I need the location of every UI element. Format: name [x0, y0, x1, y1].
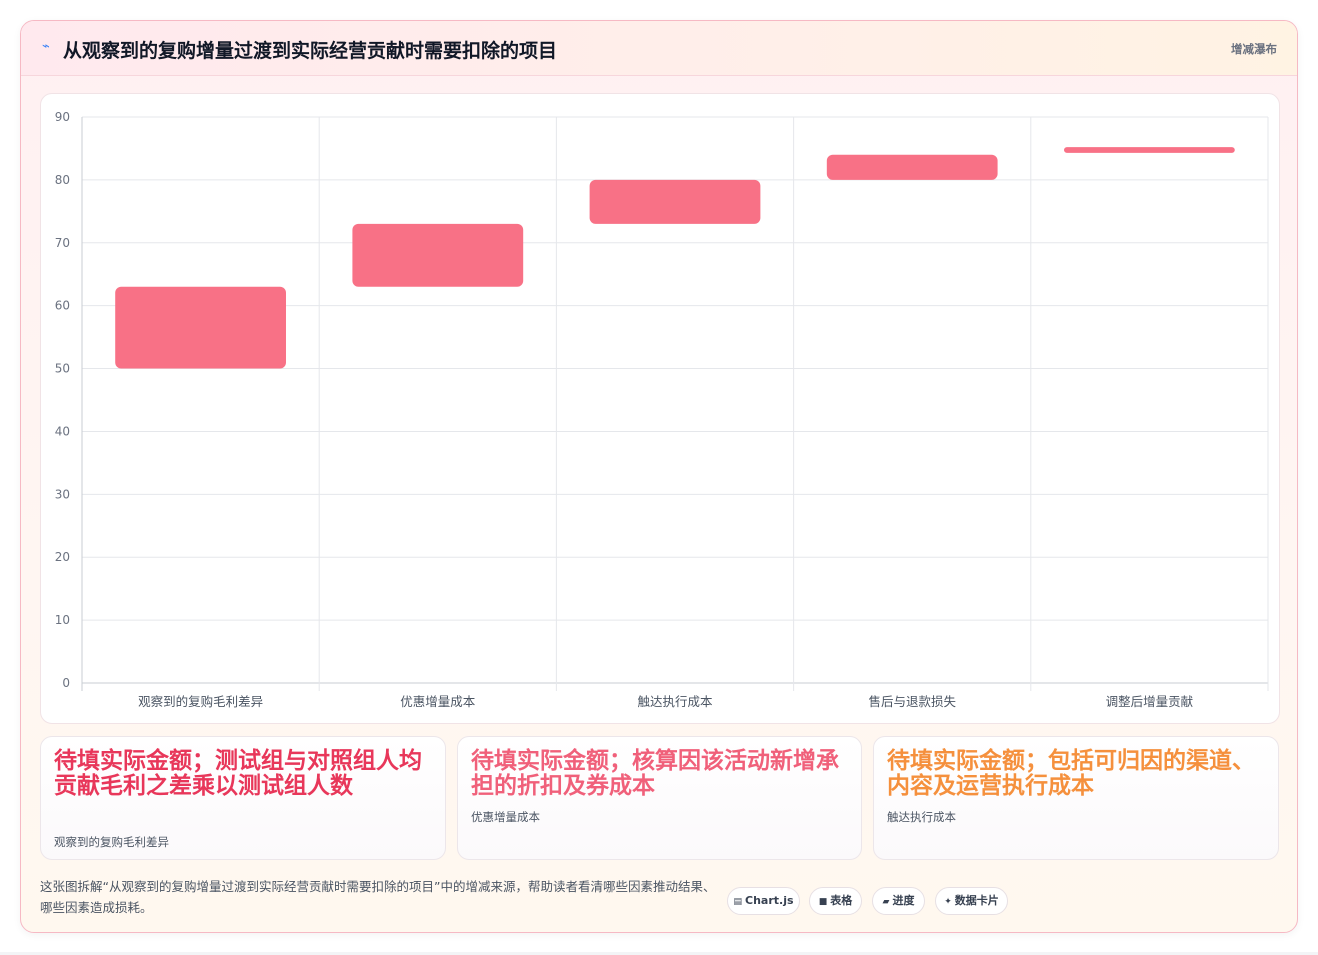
y-tick-label: 40 — [55, 424, 70, 438]
waterfall-bar — [826, 154, 998, 180]
y-tick-label: 70 — [55, 236, 70, 250]
chart-spark-icon: ⌁ — [42, 39, 50, 54]
x-tick-label: 观察到的复购毛利差异 — [138, 694, 263, 709]
chip-label: 表格 — [830, 894, 853, 907]
y-tick-label: 10 — [55, 613, 70, 627]
page-title: 从观察到的复购增量过渡到实际经营贡献时需要扣除的项目 — [63, 40, 558, 62]
y-tick-label: 80 — [55, 173, 70, 187]
stat-label: 观察到的复购毛利差异 — [54, 835, 169, 849]
progress-icon: ▰ — [882, 897, 890, 907]
waterfall-bar — [352, 223, 524, 287]
x-tick-label: 触达执行成本 — [637, 694, 713, 709]
stat-value: 待填实际金额；核算因该活动新增承担的折扣及券成本 — [471, 748, 839, 799]
chip-label: 数据卡片 — [954, 894, 999, 907]
chart-type-tag: 增减瀑布 — [1231, 42, 1277, 56]
chip-label: 进度 — [892, 894, 915, 907]
y-tick-label: 50 — [55, 362, 70, 376]
y-tick-label: 0 — [62, 676, 70, 690]
x-tick-label: 优惠增量成本 — [400, 694, 476, 709]
y-tick-label: 30 — [55, 487, 70, 501]
y-tick-label: 20 — [55, 550, 70, 564]
chip-chartjs[interactable]: ▤ Chart.js — [727, 887, 800, 915]
stat-value: 待填实际金额；测试组与对照组人均贡献毛利之差乘以测试组人数 — [54, 748, 422, 799]
chip-label: Chart.js — [745, 894, 794, 907]
chip-data-card[interactable]: ✦ 数据卡片 — [935, 887, 1008, 915]
waterfall-chart: 0 10 20 30 40 50 60 70 80 90 观察到的复购毛利差异 优惠增量成本 触达执行成… — [40, 93, 1280, 724]
stat-label: 触达执行成本 — [887, 810, 956, 824]
chart-description: 这张图拆解“从观察到的复购增量过渡到实际经营贡献时需要扣除的项目”中的增减来源，… — [40, 879, 716, 915]
card-header: ⌁ 从观察到的复购增量过渡到实际经营贡献时需要扣除的项目 增减瀑布 — [21, 21, 1297, 76]
stat-label: 优惠增量成本 — [471, 810, 540, 824]
chip-progress[interactable]: ▰ 进度 — [872, 887, 925, 915]
waterfall-bar — [589, 179, 761, 224]
x-tick-label: 调整后增量贡献 — [1106, 694, 1194, 709]
page-bottom-rule — [0, 952, 1318, 955]
y-tick-label: 60 — [55, 299, 70, 313]
chart-icon: ▤ — [733, 897, 742, 907]
waterfall-bar — [115, 286, 286, 369]
stat-card-discount: 待填实际金额；核算因该活动新增承担的折扣及券成本 优惠增量成本 — [457, 736, 862, 860]
stat-value: 待填实际金额；包括可归因的渠道、内容及运营执行成本 — [887, 748, 1255, 799]
data-card-icon: ✦ — [944, 897, 952, 907]
chart-canvas: 0 10 20 30 40 50 60 70 80 90 观察到的复购毛利差异 优惠增量成本 触达执行成… — [55, 110, 1269, 709]
stat-card-execution: 待填实际金额；包括可归因的渠道、内容及运营执行成本 触达执行成本 — [873, 736, 1279, 860]
x-tick-label: 售后与退款损失 — [868, 694, 956, 709]
stat-card-observed: 待填实际金额；测试组与对照组人均贡献毛利之差乘以测试组人数 观察到的复购毛利差异 — [40, 736, 446, 860]
y-tick-label: 90 — [55, 110, 70, 124]
waterfall-bar — [1064, 147, 1235, 153]
chip-table[interactable]: ■ 表格 — [809, 887, 862, 915]
report-card: ⌁ 从观察到的复购增量过渡到实际经营贡献时需要扣除的项目 增减瀑布 0 10 20 3… — [20, 20, 1298, 933]
table-icon: ■ — [818, 897, 828, 907]
